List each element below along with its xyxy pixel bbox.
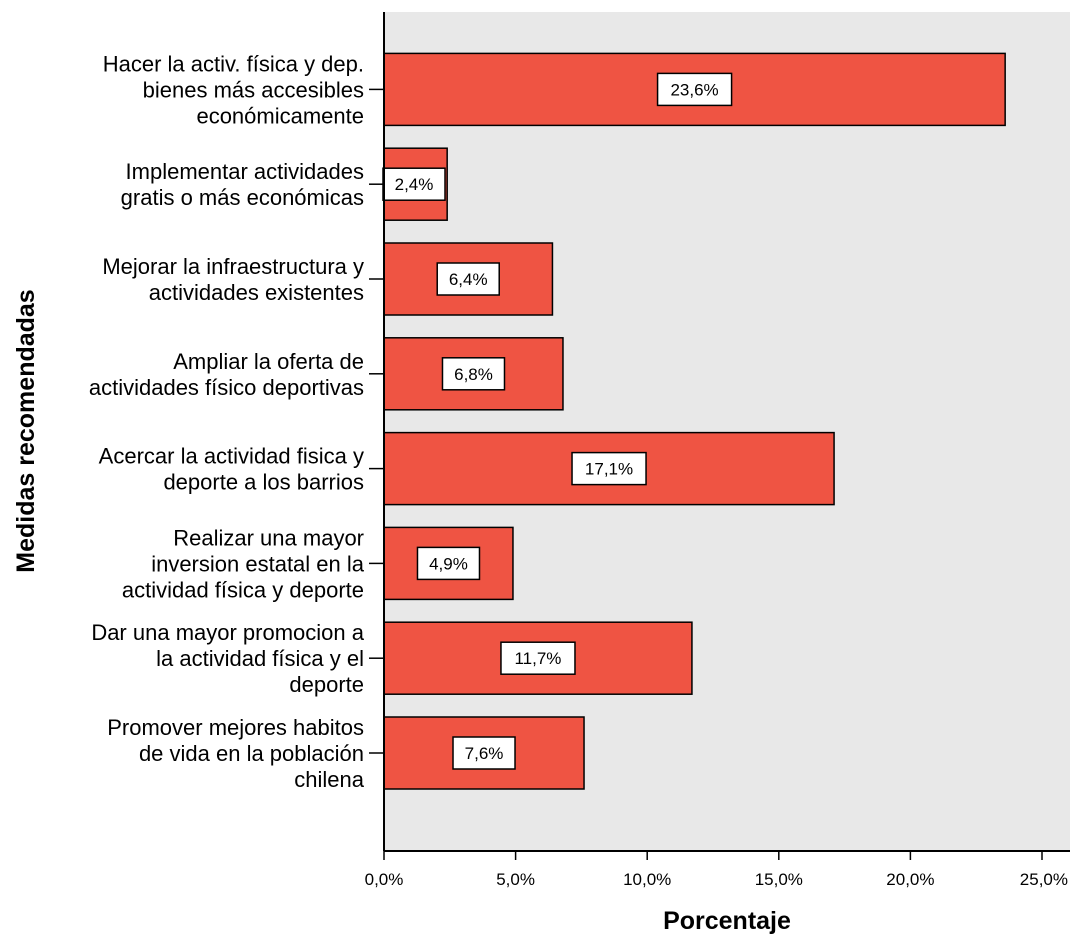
data-labels-group: 23,6% 2,4% 6,4% 6,8% 17,1% 4,9% 11,7% 7,6% bbox=[382, 72, 733, 770]
category-label: Implementar actividades gratis o más econ… bbox=[121, 159, 364, 210]
x-tick-label: 15,0% bbox=[755, 870, 803, 889]
x-tick-label: 25,0% bbox=[1020, 870, 1068, 889]
category-label: Dar una mayor promocion a la actividad fí… bbox=[91, 620, 364, 697]
category-label: Promover mejores habitos de vida en la po… bbox=[107, 715, 365, 792]
x-axis: 0,0% 5,0% 10,0% 15,0% 20,0% 25,0% bbox=[365, 850, 1070, 889]
y-axis-title: Medidas recomendadas bbox=[12, 289, 40, 572]
data-label-box bbox=[441, 357, 506, 391]
data-label-box bbox=[656, 72, 733, 107]
data-label-box bbox=[500, 641, 576, 675]
x-axis-title: Porcentaje bbox=[663, 907, 791, 935]
category-label: Hacer la activ. física y dep. bienes más … bbox=[103, 51, 364, 128]
data-label: 4,9% bbox=[429, 554, 468, 573]
data-label-box bbox=[436, 262, 500, 296]
x-tick-label: 0,0% bbox=[365, 870, 404, 889]
category-label: Mejorar la infraestructura y actividades … bbox=[102, 254, 364, 305]
data-label: 2,4% bbox=[395, 175, 434, 194]
data-label: 11,7% bbox=[514, 649, 561, 668]
x-tick-label: 20,0% bbox=[886, 870, 934, 889]
data-label-box bbox=[571, 451, 647, 486]
category-labels-group: Hacer la activ. física y dep. bienes más … bbox=[89, 51, 384, 792]
plot-area bbox=[384, 12, 1070, 851]
data-label: 6,4% bbox=[449, 270, 488, 289]
data-label: 17,1% bbox=[585, 460, 633, 479]
data-label: 6,8% bbox=[454, 365, 493, 384]
data-label-box bbox=[452, 736, 516, 770]
category-label: Realizar una mayor inversion estatal en l… bbox=[122, 525, 365, 602]
category-label: Acercar la actividad fisica y deporte a l… bbox=[99, 444, 364, 495]
data-label-box bbox=[416, 546, 481, 581]
data-label: 23,6% bbox=[670, 80, 718, 99]
x-tick-label: 10,0% bbox=[623, 870, 671, 889]
data-label: 7,6% bbox=[465, 744, 504, 763]
x-tick-label: 5,0% bbox=[496, 870, 535, 889]
category-label: Ampliar la oferta de actividades físico d… bbox=[89, 349, 364, 400]
